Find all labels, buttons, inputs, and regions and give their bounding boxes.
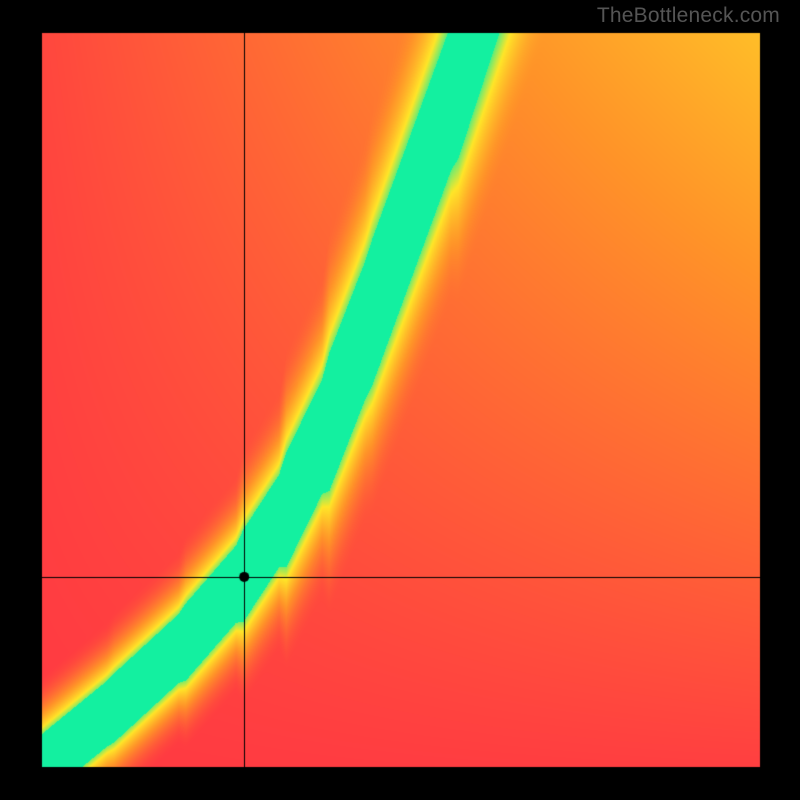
bottleneck-heatmap — [0, 0, 800, 800]
chart-container: TheBottleneck.com — [0, 0, 800, 800]
watermark-text: TheBottleneck.com — [597, 4, 780, 28]
